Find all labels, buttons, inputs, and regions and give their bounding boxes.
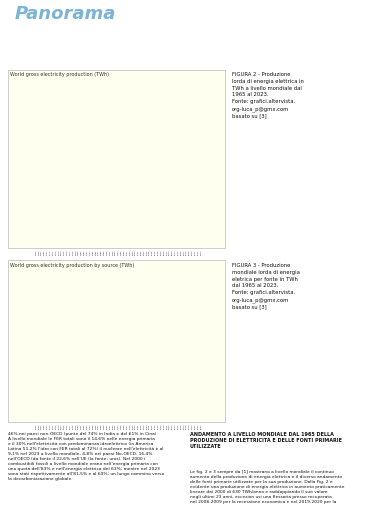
Text: FIGURA 3 - Produzione
mondiale lorda di energia
eletrica per fonte in TWh
dal 19: FIGURA 3 - Produzione mondiale lorda di … [232,263,300,309]
Oil [123,410,128,416]
Text: LA TERMOTECNICA: LA TERMOTECNICA [258,43,319,48]
Text: Le fig. 2 e 3 sempre da [1] mostrano a livello mondiale il continuo
aumento dell: Le fig. 2 e 3 sempre da [1] mostrano a l… [190,470,344,504]
Hydro (natural) [169,373,173,379]
Oil [195,415,199,422]
Gas [123,388,127,394]
Text: 46% nei paesi non-OECD (punte del 74% in India e del 61% in Cina).
A livello mon: 46% nei paesi non-OECD (punte del 74% in… [8,432,164,482]
Solar (s) [113,418,117,424]
Coal [112,356,117,362]
Nuclear [132,389,137,395]
Oil [57,400,61,407]
Text: World gross electricity production by source (TWh): World gross electricity production by so… [10,263,134,268]
Geo, Biomass, Other (g) [169,405,173,411]
Line: Gas: Gas [36,338,201,416]
Wind (v) [132,416,137,422]
Wind (v) [34,418,38,424]
Non-renewables total (oil+g) [112,322,117,328]
Gas [112,392,117,398]
Non-renewables total (oil+g) [132,298,137,304]
Line: Solar (s): Solar (s) [36,382,201,421]
Gas [34,413,38,419]
Non-renewables total (oil+g) [34,386,38,392]
Gas [113,392,117,398]
Line: Coal: Coal [36,298,201,406]
Text: Energia & Sostenibilità: Energia & Sostenibilità [37,35,124,45]
Non-renewables total (oil+g) [123,310,127,316]
Non-renewables total (oil+g) [199,212,203,218]
Coal [195,301,199,307]
Wind (v) [112,418,117,424]
Geo, Biomass, Other (g) [132,409,137,415]
Coal [199,297,203,303]
Solar (s) [199,379,203,385]
Hydro (natural) [199,363,203,370]
Coal [181,295,186,302]
Legend: Coal, Gas, Oil, Hydro (natural), Non-renewables total (oil+g), Wind (v), Solar (: Coal, Gas, Oil, Hydro (natural), Non-ren… [38,287,87,331]
Solar (s) [123,418,127,424]
Nuclear [34,418,38,424]
Line: Non-renewables total (oil+g): Non-renewables total (oil+g) [36,215,201,389]
Geo, Biomass, Other (g) [113,411,117,418]
Line: Wind (v): Wind (v) [36,370,201,421]
Hydro (natural) [195,365,199,371]
Geo, Biomass, Other (g) [112,411,117,418]
Solar (s) [195,383,199,389]
Nuclear [113,391,117,397]
Hydro (natural) [132,383,137,389]
Text: NOVEMBRE 2024: NOVEMBRE 2024 [258,32,300,37]
Wind (v) [169,396,173,402]
Oil [34,406,38,412]
Gas [195,337,199,343]
Oil [113,409,117,415]
Non-renewables total (oil+g) [113,321,117,328]
Gas [199,335,203,341]
Text: 24: 24 [11,35,26,45]
Wind (v) [195,370,199,376]
Oil [132,411,137,417]
Hydro (natural) [112,387,117,393]
Solar (s) [34,418,38,424]
Geo, Biomass, Other (g) [34,417,38,423]
Wind (v) [123,417,127,423]
Oil [199,416,203,422]
Non-renewables total (oil+g) [195,217,199,224]
Line: Nuclear: Nuclear [36,386,201,421]
Nuclear [199,383,203,389]
Geo, Biomass, Other (g) [195,402,199,409]
Nuclear [169,386,173,392]
Oil [169,413,174,420]
Geo, Biomass, Other (g) [199,402,203,408]
Wind (v) [199,367,203,373]
Hydro (natural) [113,387,117,393]
Coal [34,403,38,409]
Oil [113,409,118,415]
Line: Hydro (natural): Hydro (natural) [36,367,201,404]
Text: Panorama: Panorama [15,5,116,23]
Line: Geo, Biomass, Other (g): Geo, Biomass, Other (g) [36,405,201,420]
Coal [113,356,117,362]
Nuclear [195,384,199,391]
Gas [169,357,173,363]
Geo, Biomass, Other (g) [123,410,127,417]
Solar (s) [112,418,117,424]
Hydro (natural) [34,400,38,407]
Coal [169,301,173,307]
Text: FIGURA 2 - Produzione
lorda di energia elettrica in
TWh a livello mondiale dal
1: FIGURA 2 - Produzione lorda di energia e… [232,72,304,119]
Coal [123,348,127,354]
Wind (v) [113,418,117,424]
Hydro (natural) [123,385,127,391]
Nuclear [123,391,127,397]
Solar (s) [132,418,137,424]
Nuclear [112,391,117,397]
Text: World gross electricity production (TWh): World gross electricity production (TWh) [10,72,109,77]
Text: ANDAMENTO A LIVELLO MONDIALE DAL 1965 DELLA
PRODUZIONE DI ELETTRICITÀ E DELLE FO: ANDAMENTO A LIVELLO MONDIALE DAL 1965 DE… [190,432,342,449]
Non-renewables total (oil+g) [169,236,173,242]
Gas [132,384,137,390]
Coal [132,340,137,346]
Line: Oil: Oil [36,404,201,419]
Solar (s) [169,413,173,419]
